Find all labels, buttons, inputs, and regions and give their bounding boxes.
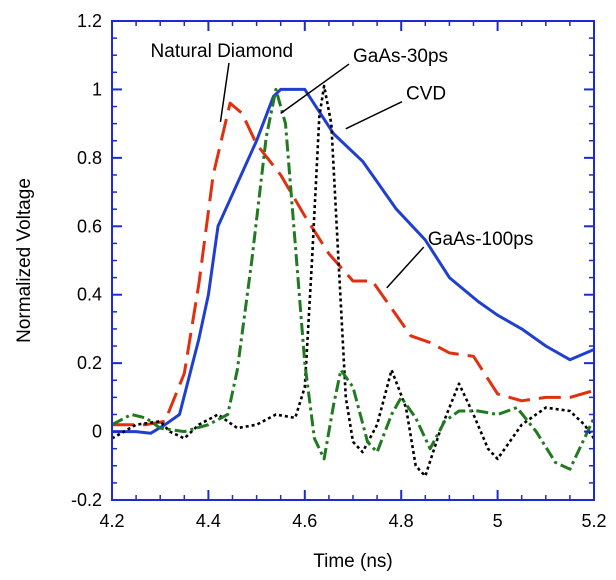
annotation-label: CVD [406, 84, 446, 105]
x-tick-label: 4.6 [292, 511, 317, 531]
y-tick-label: 1 [92, 79, 102, 99]
x-tick-label: 4.2 [99, 511, 124, 531]
y-axis-title: Normalized Voltage [14, 178, 35, 343]
annotation-label: GaAs-100ps [428, 229, 534, 250]
x-tick-label: 5 [493, 511, 503, 531]
series-line-natural-diamond [112, 101, 594, 427]
y-tick-label: 0.2 [77, 353, 102, 373]
series-line-gaas-100ps [112, 87, 594, 471]
series-line-gaas-30ps [112, 84, 594, 478]
annotation-label: Natural Diamond [151, 41, 294, 62]
x-axis-title: Time (ns) [313, 551, 393, 572]
y-tick-label: 0.4 [77, 285, 102, 305]
series-layer [112, 84, 594, 478]
tick-labels: 4.2 4.4 4.6 4.8 5 5.2 -0.2 0 0.2 0.4 0.6 0.8 1 1.2 [71, 11, 607, 531]
x-tick-label: 5.2 [581, 511, 606, 531]
annotation-leader [386, 246, 425, 289]
annotations: Natural Diamond GaAs-30ps CVD GaAs-100ps [151, 41, 534, 289]
y-tick-label: 0 [92, 422, 102, 442]
series-line-cvd [112, 87, 594, 435]
x-tick-label: 4.8 [389, 511, 414, 531]
x-tick-label: 4.4 [196, 511, 221, 531]
y-tick-label: 1.2 [77, 11, 102, 31]
annotation-leader [280, 63, 350, 114]
y-tick-label: 0.6 [77, 216, 102, 236]
annotation-leader [345, 101, 403, 130]
axis-ticks [111, 20, 595, 501]
y-tick-label: -0.2 [71, 490, 102, 510]
annotation-leader [219, 62, 230, 123]
annotation-label: GaAs-30ps [353, 46, 448, 67]
plot-frame [111, 20, 595, 501]
y-tick-label: 0.8 [77, 148, 102, 168]
